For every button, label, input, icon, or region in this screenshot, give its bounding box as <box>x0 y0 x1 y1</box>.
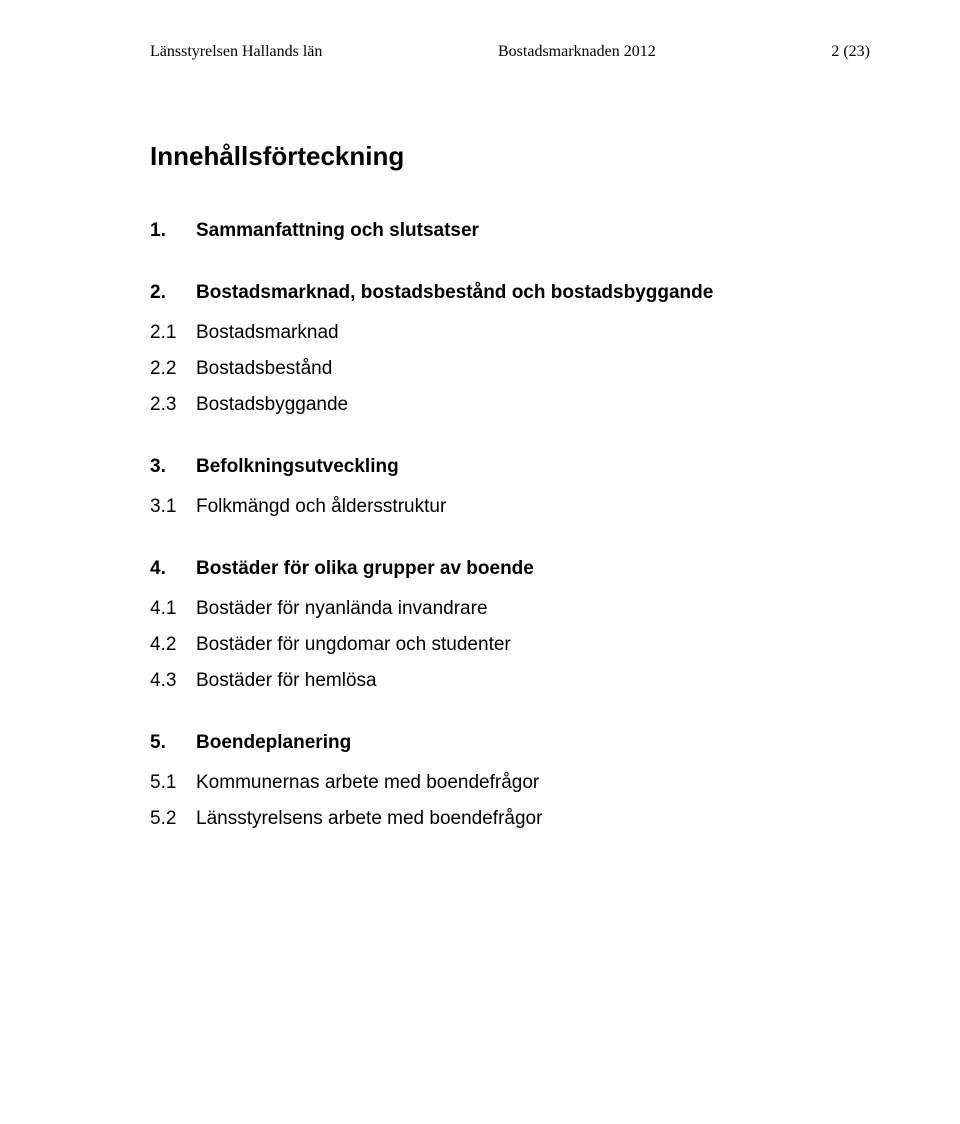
section-heading-1: 1. Sammanfattning och slutsatser <box>150 220 870 242</box>
toc-title: Innehållsförteckning <box>150 141 870 172</box>
section-num: 1. <box>150 220 196 242</box>
toc-item: 4.3 Bostäder för hemlösa <box>150 670 870 692</box>
toc-item: 2.3 Bostadsbyggande <box>150 394 870 416</box>
section-title: Bostadsmarknad, bostadsbestånd och bosta… <box>196 282 713 304</box>
section-title: Bostäder för olika grupper av boende <box>196 558 534 580</box>
toc-item-num: 2.1 <box>150 322 196 344</box>
toc-item-num: 5.1 <box>150 772 196 794</box>
toc-item-label: Bostäder för hemlösa <box>196 670 377 692</box>
toc-item-num: 4.1 <box>150 598 196 620</box>
section-title: Sammanfattning och slutsatser <box>196 220 479 242</box>
toc-item-label: Bostäder för ungdomar och studenter <box>196 634 511 656</box>
toc-item: 5.1 Kommunernas arbete med boendefrågor <box>150 772 870 794</box>
toc-item: 2.2 Bostadsbestånd <box>150 358 870 380</box>
toc-item-num: 5.2 <box>150 808 196 830</box>
toc-item-label: Folkmängd och åldersstruktur <box>196 496 446 518</box>
toc-item: 4.2 Bostäder för ungdomar och studenter <box>150 634 870 656</box>
toc-item-num: 3.1 <box>150 496 196 518</box>
header-left: Länsstyrelsen Hallands län <box>150 42 322 61</box>
toc-item-num: 2.3 <box>150 394 196 416</box>
toc-item: 2.1 Bostadsmarknad <box>150 322 870 344</box>
section-title: Boendeplanering <box>196 732 351 754</box>
section-num: 5. <box>150 732 196 754</box>
section-num: 2. <box>150 282 196 304</box>
toc-item: 4.1 Bostäder för nyanlända invandrare <box>150 598 870 620</box>
toc-item-label: Länsstyrelsens arbete med boendefrågor <box>196 808 542 830</box>
section-num: 3. <box>150 456 196 478</box>
toc-item-num: 2.2 <box>150 358 196 380</box>
toc-item: 3.1 Folkmängd och åldersstruktur <box>150 496 870 518</box>
section-heading-3: 3. Befolkningsutveckling <box>150 456 870 478</box>
toc-item-label: Kommunernas arbete med boendefrågor <box>196 772 539 794</box>
toc-item-label: Bostadsbestånd <box>196 358 332 380</box>
toc-item-label: Bostadsbyggande <box>196 394 348 416</box>
toc-item-num: 4.3 <box>150 670 196 692</box>
section-heading-4: 4. Bostäder för olika grupper av boende <box>150 558 870 580</box>
toc-item-label: Bostadsmarknad <box>196 322 339 344</box>
toc-item-label: Bostäder för nyanlända invandrare <box>196 598 488 620</box>
toc-item: 5.2 Länsstyrelsens arbete med boendefråg… <box>150 808 870 830</box>
header-center: Bostadsmarknaden 2012 <box>322 42 831 61</box>
section-title: Befolkningsutveckling <box>196 456 399 478</box>
page: Länsstyrelsen Hallands län Bostadsmarkna… <box>0 0 960 1124</box>
section-heading-5: 5. Boendeplanering <box>150 732 870 754</box>
header-right: 2 (23) <box>831 42 870 61</box>
section-heading-2: 2. Bostadsmarknad, bostadsbestånd och bo… <box>150 282 870 304</box>
section-num: 4. <box>150 558 196 580</box>
page-header: Länsstyrelsen Hallands län Bostadsmarkna… <box>150 42 870 61</box>
toc-item-num: 4.2 <box>150 634 196 656</box>
